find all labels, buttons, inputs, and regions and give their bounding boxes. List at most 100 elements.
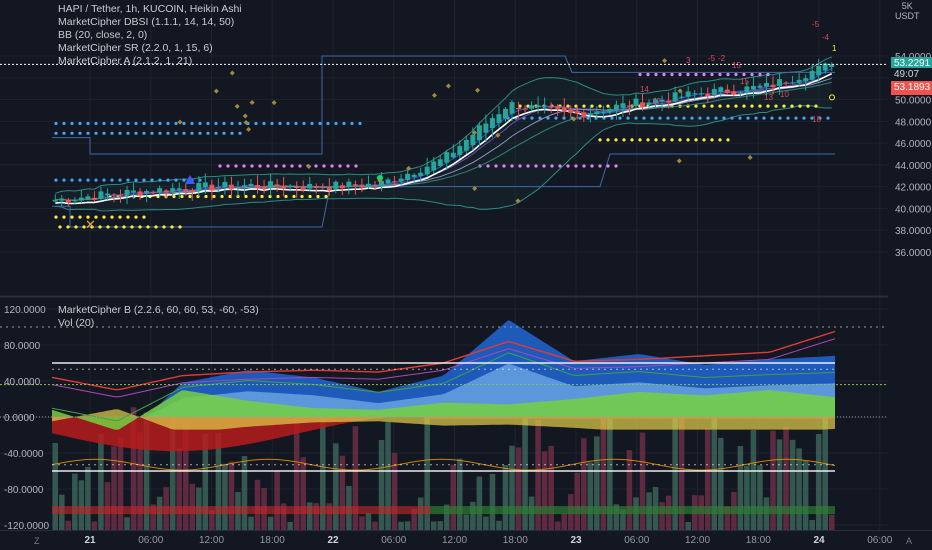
volume-bar	[470, 501, 476, 530]
legend-bb[interactable]: BB (20, close, 2, 0)	[58, 29, 148, 41]
candle-body	[633, 98, 639, 107]
volume-bar	[202, 433, 209, 530]
auto-scale-button[interactable]: A	[906, 536, 913, 546]
candle-body	[679, 96, 685, 98]
volume-bar	[620, 509, 626, 530]
volume-bar	[685, 521, 691, 530]
support-dot	[106, 225, 110, 229]
support-dot	[114, 225, 118, 229]
volume-bar	[594, 436, 600, 530]
legend-cipher-a[interactable]: MarketCipher A (2.1.2, 1, 21)	[58, 55, 193, 67]
candle-body	[131, 190, 137, 193]
pivot-dot	[226, 164, 230, 168]
pivot-dot	[758, 72, 762, 77]
pivot-dot	[346, 164, 350, 168]
volume-bar	[267, 516, 274, 530]
price-tick-label: 48.0000	[895, 117, 932, 128]
level-dot	[214, 131, 218, 135]
diamond-signal	[377, 178, 383, 184]
support-dot	[790, 104, 794, 108]
candle-body	[326, 187, 332, 191]
candles[interactable]	[52, 58, 835, 207]
support-dot	[188, 194, 192, 199]
volume-bar	[209, 510, 215, 530]
candle-countdown: 49:07	[891, 68, 932, 82]
volume-bar	[137, 432, 143, 530]
support-dot	[606, 138, 610, 142]
ring-marker	[829, 94, 835, 101]
level-dot	[86, 121, 90, 126]
pivot-dot	[686, 72, 690, 77]
level-dot	[86, 178, 90, 182]
support-dot	[316, 194, 320, 199]
legend-cipher-b[interactable]: MarketCipher B (2.2.6, 60, 60, 53, -60, …	[58, 304, 259, 316]
candle-body	[242, 185, 247, 187]
legend-symbol[interactable]: HAPI / Tether, 1h, KUCOIN, Heikin Ashi	[58, 3, 242, 15]
volume-bar	[535, 419, 541, 530]
currency-unit[interactable]: 5K USDT	[895, 1, 920, 21]
volume-bar	[228, 461, 235, 530]
candle-body	[620, 103, 626, 108]
pivot-dot	[266, 164, 270, 168]
volume-bar	[548, 445, 554, 530]
level-dot	[166, 178, 170, 182]
level-dot	[286, 121, 290, 126]
support-dot	[94, 215, 98, 219]
volume-bar	[111, 446, 117, 530]
pivot-dot	[606, 164, 610, 168]
support-dot	[308, 194, 312, 199]
pivot-dot	[718, 72, 722, 77]
support-dot	[276, 194, 280, 199]
pivot-dot	[694, 72, 698, 77]
volume-bar	[72, 473, 78, 530]
pivot-dot	[330, 164, 334, 168]
osc-tick-label: 0.0000	[4, 413, 35, 424]
volume-bar	[378, 439, 385, 530]
level-dot	[802, 116, 806, 120]
legend-sr[interactable]: MarketCipher SR (2.2.0, 1, 15, 6)	[58, 42, 213, 54]
level-dot	[62, 121, 66, 126]
level-dot	[658, 116, 662, 120]
volume-bar	[770, 430, 776, 530]
candle-body	[294, 186, 300, 189]
volume-bar	[809, 519, 815, 530]
candle-body	[542, 105, 548, 107]
pivot-dot	[574, 164, 578, 168]
candle-body	[307, 183, 313, 189]
candle-body	[535, 105, 541, 108]
candle-body	[764, 82, 769, 87]
candle-body	[594, 111, 600, 115]
level-dot	[182, 131, 186, 135]
time-axis[interactable]: 21 06:00 12:00 18:00 22 06:00 12:00 18:00 23 06:0…	[0, 530, 932, 550]
legend-dbsi[interactable]: MarketCipher DBSI (1.1.1, 14, 14, 50)	[58, 16, 235, 28]
support-dot	[734, 104, 738, 108]
pivot-dot	[218, 164, 222, 168]
support-dot	[86, 215, 90, 219]
diamond-signal	[249, 100, 255, 105]
support-dot	[726, 138, 730, 142]
volume-bar	[639, 432, 646, 530]
support-dot	[582, 104, 586, 108]
level-dot	[310, 121, 314, 126]
signal-label: 1	[832, 44, 837, 53]
candle-body	[189, 189, 195, 192]
volume-bar	[404, 521, 411, 530]
legend-volume[interactable]: Vol (20)	[58, 317, 95, 329]
volume-bar	[424, 402, 430, 530]
support-dot	[614, 138, 618, 142]
support-dot	[268, 194, 272, 199]
pivot-dot	[526, 164, 530, 168]
level-dot	[634, 116, 638, 120]
support-dot	[686, 138, 690, 142]
volume-bar	[52, 443, 59, 530]
candle-body	[398, 178, 404, 182]
time-axis-background	[0, 530, 932, 550]
support-dot	[260, 194, 264, 199]
timezone-button[interactable]: Z	[34, 536, 40, 546]
level-dot	[318, 121, 322, 126]
level-dot	[778, 116, 782, 120]
volume-bar	[450, 464, 457, 530]
support-dot	[750, 104, 754, 108]
osc-tick-label: -40.0000	[4, 449, 44, 460]
